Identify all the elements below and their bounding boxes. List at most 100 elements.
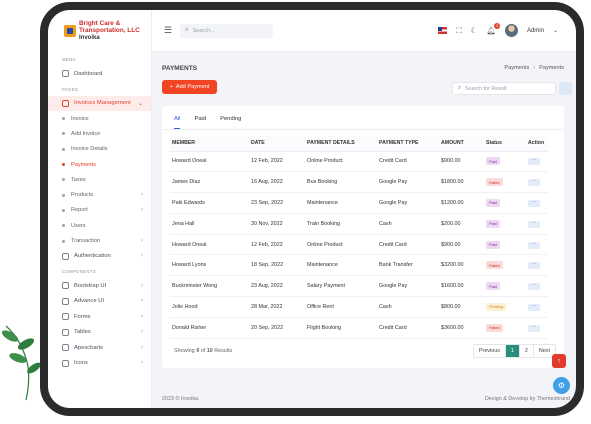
col-payment-details[interactable]: PAYMENT DETAILS	[305, 136, 377, 152]
cell-amount: $1600.00	[439, 275, 484, 298]
chevron-down-icon[interactable]: ⌄	[552, 28, 558, 34]
col-action[interactable]: Action	[526, 136, 548, 152]
breadcrumb-link[interactable]: Payments	[504, 65, 530, 71]
bullet-icon	[62, 178, 65, 182]
row-action-button[interactable]: ···	[528, 241, 540, 249]
table-row[interactable]: Howard Oneal 12 Feb, 2022 Online Product Cr…	[170, 151, 548, 173]
logo-icon	[64, 25, 76, 37]
cell-payment-details: Salary Payment	[305, 275, 377, 298]
table-row[interactable]: Howard Oneal 12 Feb, 2022 Online Product Cr…	[170, 234, 548, 256]
tab-pending[interactable]: Pending	[220, 116, 242, 122]
tab-bar: All Paid Pending	[162, 106, 564, 130]
us-flag-icon[interactable]	[438, 27, 448, 34]
sidebar-sub-transaction[interactable]: Transaction ›	[48, 233, 151, 248]
row-action-button[interactable]: ···	[528, 158, 540, 166]
moon-icon[interactable]: ☾	[470, 26, 478, 35]
cell-status: Failed	[484, 254, 526, 277]
user-name[interactable]: Admin	[526, 27, 544, 34]
sidebar-sub-taxes[interactable]: Taxes	[48, 172, 151, 187]
chevron-right-icon: ›	[141, 192, 143, 199]
topbar-icons: ⛶ ☾ 🔔︎ 3 Admin ⌄	[438, 23, 558, 37]
sidebar-sub-users[interactable]: Users	[48, 218, 151, 233]
gear-icon	[62, 252, 69, 260]
sidebar-item-advance-ui[interactable]: Advance UI ›	[48, 294, 151, 310]
fullscreen-icon[interactable]: ⛶	[456, 25, 462, 35]
chevron-right-icon: ›	[141, 253, 143, 260]
table-row[interactable]: Paki Edwards 23 Sep, 2022 Maintenance Googl…	[170, 192, 548, 214]
cell-payment-type: Google Pay	[377, 275, 439, 298]
search-icon: ⌕	[458, 85, 462, 91]
pagination: Previous 1 2 Next	[472, 344, 556, 358]
sidebar-item-dashboard[interactable]: Dashboard	[48, 66, 151, 82]
table-header: MEMBER DATE PAYMENT DETAILS PAYMENT TYPE…	[170, 136, 548, 152]
col-amount[interactable]: AMOUNT	[439, 136, 484, 152]
leaf-decoration	[1, 325, 41, 401]
results-count: Showing 9 of 10 Results	[174, 348, 233, 354]
row-action-button[interactable]: ···	[528, 179, 540, 187]
menu-icon[interactable]: ☰	[164, 25, 173, 35]
sidebar-sub-invoice[interactable]: Invoice	[48, 111, 151, 126]
sidebar: Bright Care & Transportation, LLC Invoik…	[48, 10, 152, 408]
add-payment-button[interactable]: + Add Payment	[162, 80, 217, 94]
tab-all[interactable]: All	[174, 116, 181, 129]
scroll-top-button[interactable]: ↑	[552, 354, 566, 368]
table-row[interactable]: Jena Hall 30 Nov, 2022 Train Booking Cash $2…	[170, 213, 548, 235]
table-row[interactable]: Howard Lyons 18 Sep, 2022 Maintenance Bank …	[170, 254, 548, 277]
pagination-previous[interactable]: Previous	[474, 345, 506, 357]
sidebar-item-icons[interactable]: Icons ›	[48, 356, 151, 372]
status-badge: Paid	[486, 282, 500, 291]
col-payment-type[interactable]: PAYMENT TYPE	[377, 136, 439, 152]
bell-icon[interactable]: 🔔︎ 3	[486, 23, 500, 35]
sidebar-item-apexcharts[interactable]: Apexcharts ›	[48, 340, 151, 356]
table-row[interactable]: James Diaz 16 Aug, 2022 Bus Booking Google …	[170, 171, 548, 194]
sidebar-sub-report[interactable]: Report ›	[48, 203, 151, 218]
table-row[interactable]: Donald Risher 20 Sep, 2022 Flight Booking C…	[170, 317, 548, 339]
sidebar-sub-products[interactable]: Products ›	[48, 187, 151, 202]
pagination-page-1[interactable]: 1	[505, 345, 520, 357]
status-badge: Paid	[486, 198, 500, 207]
col-status[interactable]: Status	[484, 136, 526, 152]
row-action-button[interactable]: ···	[528, 303, 540, 311]
row-action-button[interactable]: ···	[528, 262, 540, 270]
chevron-right-icon: ›	[141, 207, 143, 214]
row-action-button[interactable]: ···	[528, 220, 540, 228]
cell-payment-type: Bank Transfer	[377, 254, 439, 277]
sidebar-item-authentication[interactable]: Authentication ›	[48, 249, 151, 265]
pagination-next[interactable]: Next	[538, 348, 550, 354]
sidebar-item-forms[interactable]: Forms ›	[48, 309, 151, 325]
pagination-page-2[interactable]: 2	[520, 345, 534, 357]
sidebar-item-bootstrap-ui[interactable]: Bootstrap UI ›	[48, 278, 151, 294]
table-row[interactable]: Jolie Hood 28 Mar, 2022 Office Rent Cash $80…	[170, 296, 548, 318]
more-options-button[interactable]	[559, 82, 572, 95]
col-date[interactable]: DATE	[249, 136, 305, 152]
avatar[interactable]	[504, 24, 518, 37]
sidebar-item-tables[interactable]: Tables ›	[48, 325, 151, 341]
table-row[interactable]: Buckminster Wong 23 Aug, 2022 Salary Payme…	[170, 275, 548, 298]
col-member[interactable]: MEMBER	[170, 136, 249, 152]
arrow-up-icon: ↑	[557, 357, 561, 365]
cell-action: ···	[526, 213, 548, 235]
search-input[interactable]: ⌕ Search...	[180, 23, 274, 38]
sidebar-item-invoices-management[interactable]: Invoices Management ⌄	[48, 95, 151, 111]
table-body: Howard Oneal 12 Feb, 2022 Online Product Cr…	[170, 151, 548, 339]
sidebar-sub-add-invoice[interactable]: Add Invoice	[48, 126, 151, 141]
cell-status: Paid	[484, 234, 526, 256]
bullet-icon	[62, 193, 65, 197]
row-action-button[interactable]: ···	[528, 324, 540, 332]
settings-fab-button[interactable]: ⚙	[553, 377, 570, 394]
brand-logo[interactable]: Bright Care & Transportation, LLC Invoik…	[48, 10, 151, 52]
sidebar-sub-invoice-details[interactable]: Invoice Details	[48, 142, 151, 157]
search-icon: ⌕	[185, 27, 189, 33]
sidebar-sub-payments[interactable]: Payments	[48, 157, 151, 172]
row-action-button[interactable]: ···	[528, 283, 540, 291]
cell-payment-details: Online Product	[305, 234, 377, 256]
row-action-button[interactable]: ···	[528, 199, 540, 207]
payments-table: MEMBER DATE PAYMENT DETAILS PAYMENT TYPE…	[170, 136, 548, 339]
chevron-right-icon: ›	[141, 238, 143, 245]
result-search-input[interactable]: ⌕ Search for Result	[452, 82, 556, 95]
cell-member: James Diaz	[170, 171, 249, 194]
cell-payment-details: Flight Booking	[305, 317, 377, 339]
chevron-right-icon: ›	[141, 360, 143, 367]
tab-paid[interactable]: Paid	[194, 116, 207, 122]
